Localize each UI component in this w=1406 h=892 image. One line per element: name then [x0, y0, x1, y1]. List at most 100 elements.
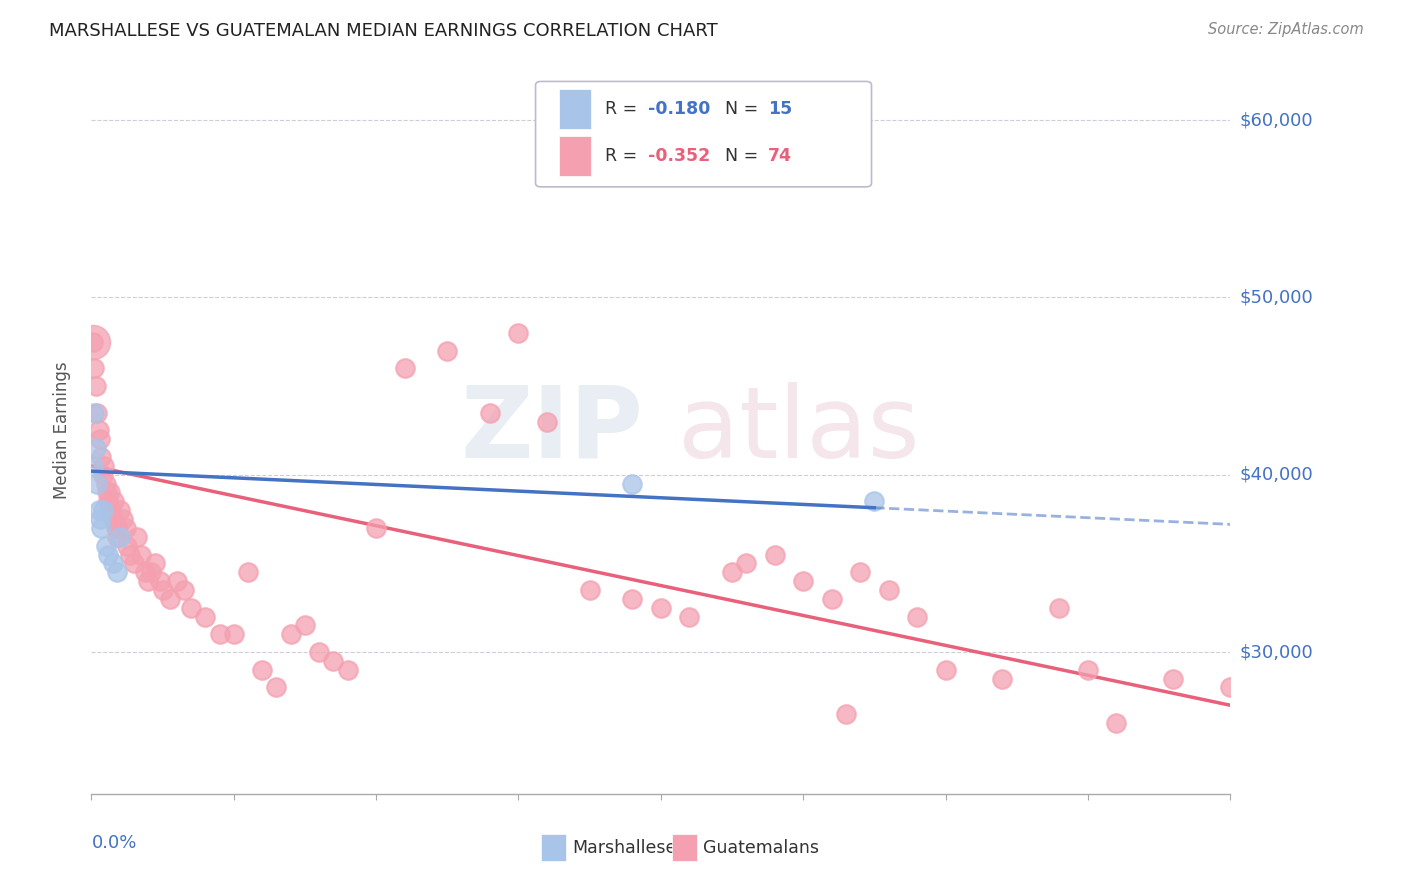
Point	[763, 548, 786, 562]
Point	[118, 548, 141, 562]
Point	[100, 503, 122, 517]
Point	[835, 707, 858, 722]
Point	[877, 582, 900, 597]
Point	[87, 424, 110, 438]
Point	[103, 494, 125, 508]
Point	[180, 600, 202, 615]
Text: MARSHALLESE VS GUATEMALAN MEDIAN EARNINGS CORRELATION CHART: MARSHALLESE VS GUATEMALAN MEDIAN EARNING…	[49, 22, 718, 40]
Point	[89, 512, 111, 526]
Point	[89, 432, 111, 446]
Text: N =: N =	[724, 147, 763, 165]
Point	[1219, 681, 1241, 695]
Point	[650, 600, 672, 615]
Point	[107, 521, 129, 535]
Point	[1105, 715, 1128, 730]
Point	[90, 450, 112, 464]
Text: N =: N =	[724, 100, 763, 118]
Point	[792, 574, 814, 588]
Point	[820, 591, 842, 606]
Point	[208, 627, 231, 641]
Point	[86, 476, 108, 491]
Point	[364, 521, 387, 535]
Point	[536, 415, 558, 429]
Point	[91, 503, 114, 517]
Text: -0.352: -0.352	[648, 147, 710, 165]
Point	[336, 663, 359, 677]
Point	[478, 406, 502, 420]
Point	[250, 663, 273, 677]
Point	[394, 361, 416, 376]
Point	[105, 566, 128, 580]
Point	[508, 326, 530, 340]
Point	[266, 681, 288, 695]
Bar	[541, 834, 567, 862]
Text: $50,000: $50,000	[1239, 288, 1313, 307]
Point	[114, 521, 136, 535]
Point	[129, 548, 152, 562]
Point	[91, 467, 114, 482]
Point	[105, 530, 128, 544]
Text: R =: R =	[605, 100, 643, 118]
Text: atlas: atlas	[678, 382, 920, 479]
Point	[194, 609, 217, 624]
Point	[134, 566, 156, 580]
Point	[294, 618, 316, 632]
Point	[93, 458, 115, 473]
Point	[104, 521, 127, 535]
Point	[83, 361, 105, 376]
Point	[94, 539, 117, 553]
Text: $40,000: $40,000	[1239, 466, 1313, 483]
Text: -0.180: -0.180	[648, 100, 710, 118]
Point	[122, 557, 145, 571]
Point	[280, 627, 302, 641]
Point	[1161, 672, 1184, 686]
Point	[578, 582, 600, 597]
Point	[84, 379, 107, 393]
Point	[101, 557, 124, 571]
Point	[83, 406, 105, 420]
Point	[436, 343, 458, 358]
Point	[108, 503, 131, 517]
Point	[145, 557, 167, 571]
Bar	[560, 88, 592, 128]
Point	[82, 334, 104, 349]
Point	[863, 494, 886, 508]
Point	[96, 485, 118, 500]
Point	[322, 654, 344, 668]
FancyBboxPatch shape	[536, 81, 872, 186]
Point	[236, 566, 259, 580]
Text: ZIP: ZIP	[461, 382, 644, 479]
Point	[308, 645, 330, 659]
Point	[87, 503, 110, 517]
Point	[934, 663, 956, 677]
Point	[97, 548, 120, 562]
Point	[115, 539, 138, 553]
Point	[678, 609, 700, 624]
Text: Guatemalans: Guatemalans	[703, 838, 818, 856]
Point	[98, 485, 121, 500]
Point	[149, 574, 172, 588]
Text: $60,000: $60,000	[1239, 112, 1313, 129]
Point	[849, 566, 872, 580]
Bar	[560, 136, 592, 176]
Point	[82, 458, 104, 473]
Point	[621, 591, 644, 606]
Point	[94, 476, 117, 491]
Text: $30,000: $30,000	[1239, 643, 1313, 661]
Point	[86, 406, 108, 420]
Point	[90, 521, 112, 535]
Point	[152, 582, 174, 597]
Bar	[672, 834, 697, 862]
Point	[1077, 663, 1099, 677]
Point	[97, 494, 120, 508]
Text: 0.0%: 0.0%	[91, 834, 136, 852]
Point	[735, 557, 758, 571]
Y-axis label: Median Earnings: Median Earnings	[52, 361, 70, 500]
Point	[173, 582, 195, 597]
Point	[159, 591, 181, 606]
Text: Marshallese: Marshallese	[572, 838, 676, 856]
Point	[101, 512, 124, 526]
Point	[108, 530, 131, 544]
Point	[125, 530, 148, 544]
Point	[84, 441, 107, 455]
